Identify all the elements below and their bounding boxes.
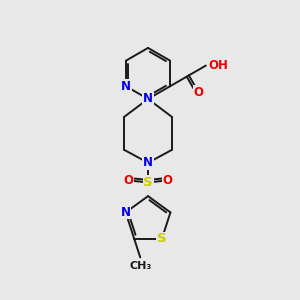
Text: CH₃: CH₃	[129, 261, 152, 271]
Text: OH: OH	[209, 59, 229, 72]
Text: O: O	[194, 86, 204, 99]
Text: O: O	[163, 174, 173, 187]
Text: N: N	[143, 92, 153, 106]
Text: N: N	[121, 80, 131, 93]
Text: N: N	[143, 156, 153, 169]
Text: O: O	[123, 174, 134, 187]
Text: S: S	[143, 176, 153, 189]
Text: N: N	[121, 206, 130, 219]
Text: S: S	[157, 232, 167, 245]
